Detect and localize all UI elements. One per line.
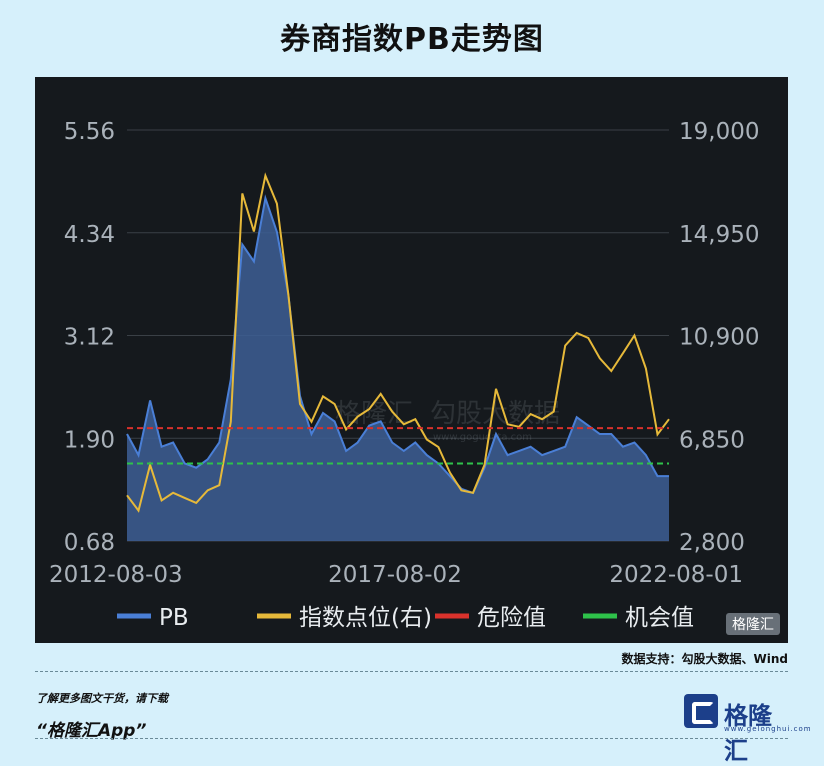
legend-label-pb: PB [159, 605, 189, 631]
chart-title: 券商指数PB走势图 [280, 22, 544, 57]
y-right-tick-label: 2,800 [679, 530, 745, 556]
chart-panel: 格隆汇 勾股大数据 www.gogudata.com 0.68 2,800 1.90 6,… [35, 77, 788, 643]
y-left-tick-label: 0.68 [64, 530, 115, 556]
watermark-badge: 格隆汇 [726, 613, 780, 635]
divider-top [35, 671, 788, 672]
gelonghui-logo[interactable]: 格隆汇 www.gelonghui.com [684, 694, 811, 765]
legend-label-danger: 危险值 [477, 605, 546, 631]
watermark-url: www.gogudata.com [433, 432, 532, 443]
y-right-tick-label: 10,900 [679, 325, 759, 351]
index-line [126, 172, 670, 513]
x-tick-label: 2022-08-01 [609, 562, 743, 588]
x-tick-label: 2012-08-03 [49, 562, 183, 588]
y-left-tick-label: 5.56 [64, 119, 115, 145]
pb-area [127, 198, 669, 541]
watermark-data-text: 勾股大数据 [430, 399, 560, 429]
y-right-tick-label: 6,850 [679, 427, 745, 453]
cta-app-name: “格隆汇App” [36, 721, 147, 741]
y-left-tick-label: 3.12 [64, 325, 115, 351]
y-left-tick-label: 1.90 [64, 427, 115, 453]
y-left-tick-label: 4.34 [64, 222, 115, 248]
y-right-tick-label: 19,000 [679, 119, 759, 145]
y-right-tick-label: 14,950 [679, 222, 759, 248]
logo-domain: www.gelonghui.com [724, 725, 812, 733]
legend-label-opportunity: 机会值 [625, 605, 694, 631]
x-tick-label: 2017-08-02 [328, 562, 462, 588]
logo-name: 格隆汇 [724, 702, 772, 765]
divider-bottom [35, 738, 788, 739]
logo-mark-icon [684, 694, 718, 728]
cta-line-1: 了解更多图文干货，请下载 [36, 692, 168, 705]
data-source: 数据支持：勾股大数据、Wind [621, 652, 788, 666]
pb-line [126, 194, 669, 495]
legend-label-index: 指数点位(右) [299, 605, 432, 631]
